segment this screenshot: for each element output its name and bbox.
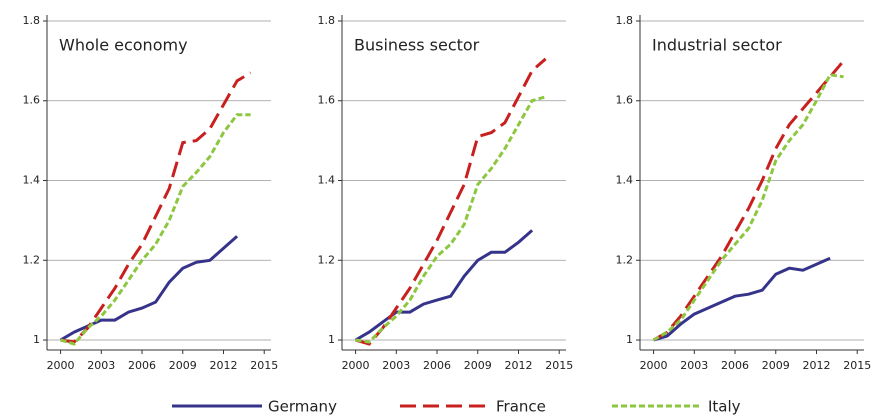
chart-title: Industrial sector — [652, 36, 782, 55]
y-tick-label: 1.4 — [616, 174, 634, 187]
legend-label: Germany — [268, 398, 337, 416]
y-tick-label: 1.8 — [616, 14, 634, 27]
x-tick-label: 2015 — [843, 359, 871, 372]
y-tick-label: 1.6 — [23, 94, 41, 107]
x-tick-label: 2006 — [423, 359, 451, 372]
x-tick-label: 2009 — [169, 359, 197, 372]
line-series — [653, 256, 831, 342]
x-tick-label: 2012 — [209, 359, 237, 372]
x-tick-label: 2003 — [87, 359, 115, 372]
chart-title: Whole economy — [59, 36, 188, 55]
line-series — [60, 113, 251, 346]
x-tick-label: 2000 — [47, 359, 75, 372]
x-tick-label: 2006 — [128, 359, 156, 372]
x-tick-label: 2009 — [762, 359, 790, 372]
y-tick-label: 1.6 — [318, 94, 336, 107]
x-tick-label: 2000 — [342, 359, 370, 372]
line-series — [354, 229, 534, 342]
y-tick-label: 1 — [33, 333, 40, 346]
x-tick-label: 2015 — [545, 359, 573, 372]
y-tick-label: 1.2 — [318, 253, 336, 266]
x-tick-label: 2003 — [382, 359, 410, 372]
y-tick-label: 1.4 — [23, 174, 41, 187]
y-tick-label: 1 — [328, 333, 335, 346]
x-tick-label: 2003 — [680, 359, 708, 372]
x-tick-label: 2009 — [464, 359, 492, 372]
y-tick-label: 1.4 — [318, 174, 336, 187]
y-tick-label: 1.6 — [616, 94, 634, 107]
x-tick-label: 2012 — [504, 359, 532, 372]
line-series — [355, 57, 547, 346]
y-tick-label: 1.8 — [23, 14, 41, 27]
line-series — [60, 71, 252, 344]
y-tick-label: 1 — [626, 333, 633, 346]
x-tick-label: 2006 — [721, 359, 749, 372]
y-tick-label: 1.2 — [23, 253, 41, 266]
line-series — [652, 73, 844, 342]
line-series — [652, 59, 845, 342]
legend-label: Italy — [708, 398, 741, 416]
chart-title: Business sector — [354, 36, 480, 55]
y-tick-label: 1.8 — [318, 14, 336, 27]
x-tick-label: 2012 — [802, 359, 830, 372]
x-tick-label: 2015 — [250, 359, 278, 372]
y-tick-label: 1.2 — [616, 253, 634, 266]
line-series — [59, 235, 239, 342]
legend-label: France — [496, 398, 546, 416]
line-series — [355, 95, 547, 344]
x-tick-label: 2000 — [640, 359, 668, 372]
